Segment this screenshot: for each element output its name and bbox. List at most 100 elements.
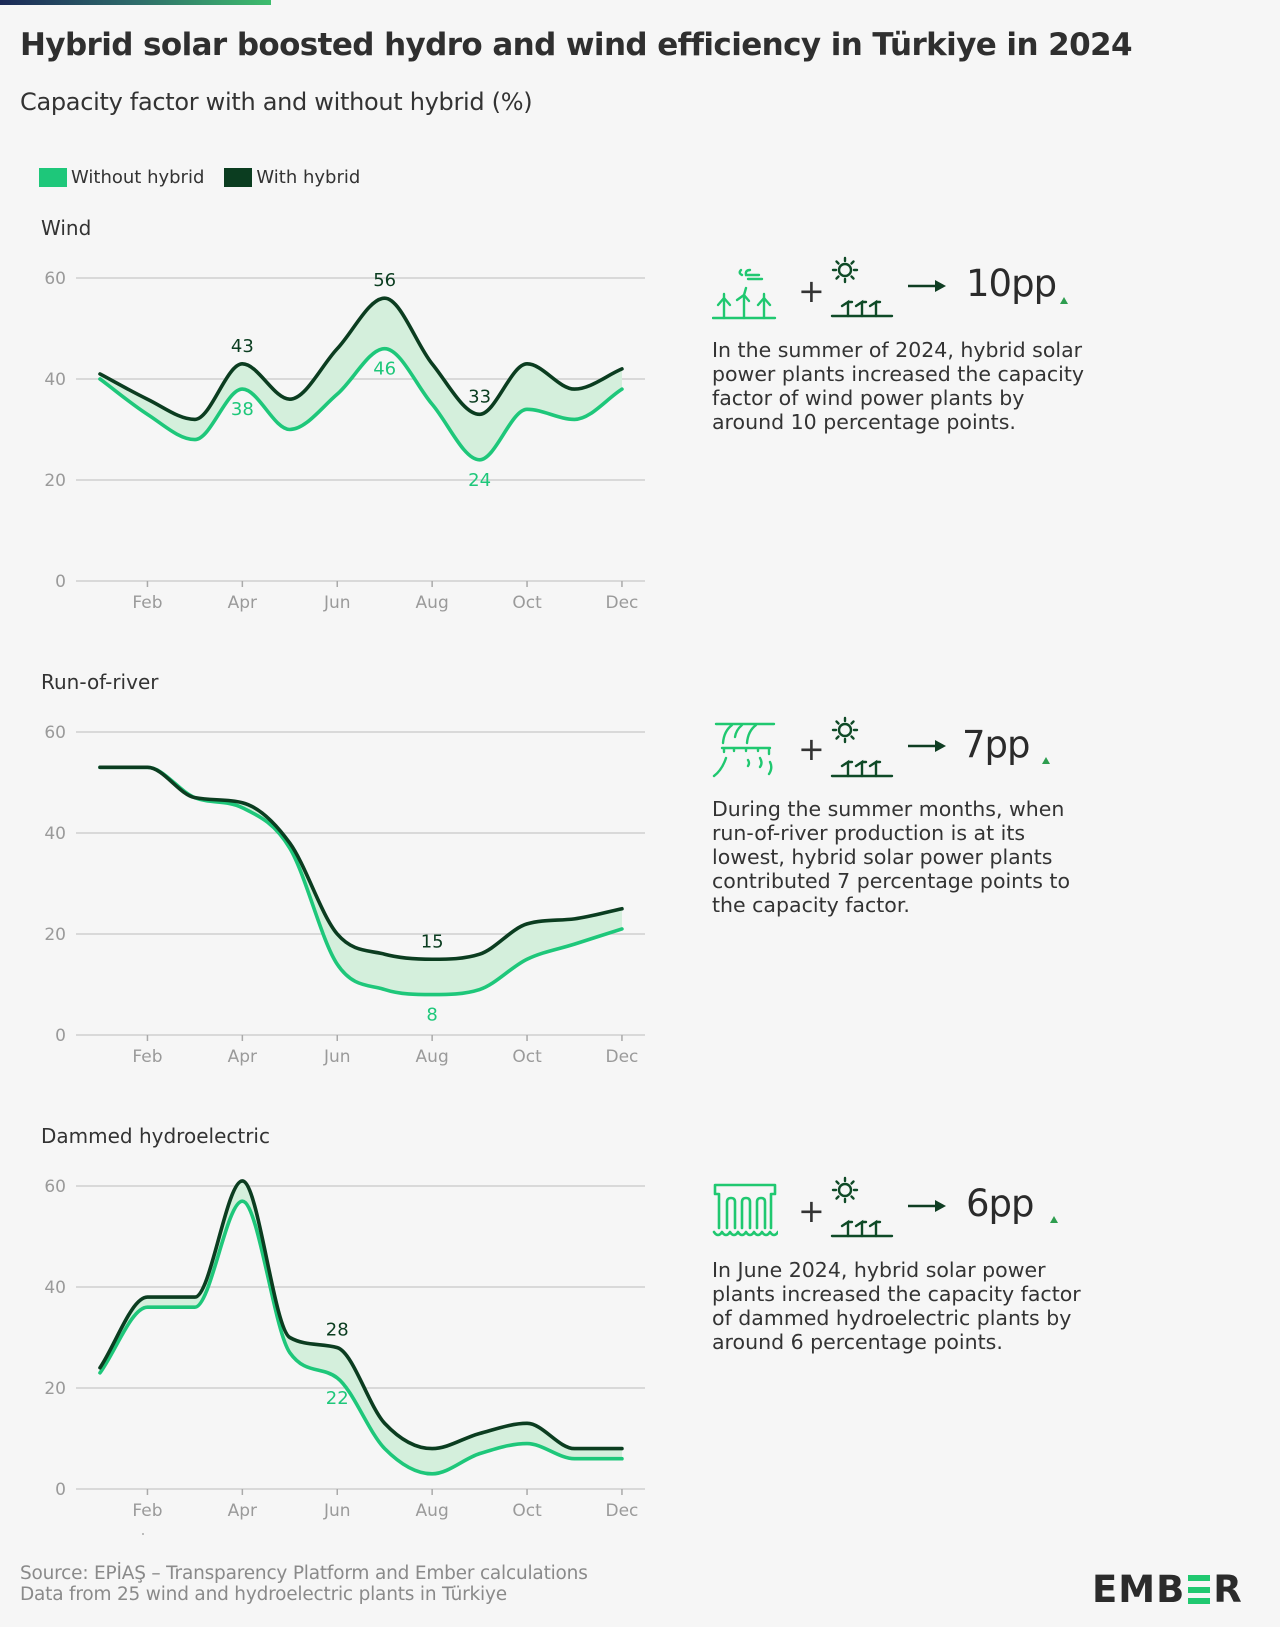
data-point-with-hybrid <box>383 1421 387 1425</box>
data-point-without-hybrid <box>478 458 482 462</box>
x-tick-label: Aug <box>416 1047 449 1067</box>
data-point-with-hybrid <box>430 362 434 366</box>
data-point-without-hybrid <box>240 806 244 810</box>
data-point-without-hybrid <box>240 387 244 391</box>
solar-panels-icon <box>830 1176 894 1238</box>
data-label: 24 <box>468 470 491 491</box>
data-point-without-hybrid <box>573 417 577 421</box>
plus-sign: + <box>798 1192 825 1230</box>
page-subtitle: Capacity factor with and without hybrid … <box>20 88 533 116</box>
plus-sign: + <box>798 272 825 310</box>
up-triangle-icon <box>1050 1216 1058 1223</box>
gain-value: 6pp <box>966 1182 1035 1225</box>
legend-swatch-without-hybrid <box>39 168 67 187</box>
data-label: 43 <box>231 336 254 357</box>
data-point-with-hybrid <box>288 841 292 845</box>
data-label: 22 <box>326 1388 349 1409</box>
data-point-with-hybrid <box>145 1295 149 1299</box>
top-accent-bar <box>0 0 271 5</box>
y-tick-label: 0 <box>55 1480 66 1500</box>
annotation-run-of-river: + 7pp During the summer months, when run… <box>712 716 1092 917</box>
x-tick-label: Feb <box>132 1047 162 1067</box>
gain-value: 7pp <box>962 723 1031 766</box>
data-point-with-hybrid <box>145 397 149 401</box>
data-point-without-hybrid <box>335 1376 339 1380</box>
panel-title-dammed-hydroelectric: Dammed hydroelectric <box>41 1124 270 1148</box>
wind-turbines-icon <box>712 268 777 320</box>
run-of-river-icon <box>712 722 776 778</box>
y-tick-label: 60 <box>44 1177 66 1197</box>
hybrid-gain-band <box>100 298 622 460</box>
logo-green-e <box>1188 1575 1211 1604</box>
x-tick-label: Oct <box>512 1501 542 1521</box>
legend-item-without-hybrid: Without hybrid <box>39 167 204 188</box>
data-note: Data from 25 wind and hydroelectric plan… <box>20 1584 507 1605</box>
y-tick-label: 60 <box>44 269 66 289</box>
data-point-without-hybrid <box>430 1472 434 1476</box>
data-point-with-hybrid <box>240 362 244 366</box>
y-tick-label: 20 <box>44 471 66 491</box>
data-point-with-hybrid <box>193 417 197 421</box>
y-tick-label: 40 <box>44 370 66 390</box>
data-point-with-hybrid <box>288 397 292 401</box>
data-point-without-hybrid <box>430 993 434 997</box>
data-point-with-hybrid <box>573 387 577 391</box>
data-point-with-hybrid <box>430 957 434 961</box>
legend-item-with-hybrid: With hybrid <box>224 167 360 188</box>
data-point-without-hybrid <box>383 988 387 992</box>
y-tick-label: 40 <box>44 1278 66 1298</box>
data-label: 15 <box>421 931 444 952</box>
data-point-with-hybrid <box>240 801 244 805</box>
data-point-without-hybrid <box>620 927 624 931</box>
gain-value: 10pp <box>966 262 1057 305</box>
annotation-wind: + 10pp In the summer of 2024, hybrid sol… <box>712 256 1092 434</box>
data-point-without-hybrid <box>288 1351 292 1355</box>
data-point-without-hybrid <box>525 407 529 411</box>
x-tick-label: Dec <box>605 1047 638 1067</box>
data-point-without-hybrid <box>193 438 197 442</box>
data-point-without-hybrid <box>335 962 339 966</box>
data-point-with-hybrid <box>193 796 197 800</box>
data-point-with-hybrid <box>430 1447 434 1451</box>
x-tick-label: Jun <box>323 593 351 613</box>
data-point-without-hybrid <box>620 387 624 391</box>
series-line-with-hybrid <box>98 765 624 962</box>
solar-panels-icon <box>830 716 894 778</box>
data-label: 38 <box>231 399 254 420</box>
data-label: 46 <box>373 359 396 380</box>
logo-text-left: EMB <box>1092 1568 1186 1611</box>
annotation-text: During the summer months, when run-of-ri… <box>712 797 1070 917</box>
data-label: 56 <box>373 270 396 291</box>
y-tick-label: 0 <box>55 572 66 592</box>
data-point-without-hybrid <box>478 988 482 992</box>
ember-logo: EMB R <box>1092 1568 1243 1611</box>
data-point-with-hybrid <box>240 1179 244 1183</box>
data-point-with-hybrid <box>383 952 387 956</box>
solar-panels-icon <box>830 256 894 318</box>
arrow-right-icon <box>908 1200 946 1212</box>
data-point-with-hybrid <box>525 1421 529 1425</box>
up-triangle-icon <box>1060 297 1068 304</box>
data-point-without-hybrid <box>525 957 529 961</box>
stray-dot <box>142 1533 144 1535</box>
data-point-without-hybrid <box>98 1371 102 1375</box>
x-tick-label: Dec <box>605 593 638 613</box>
source-note: Source: EPİAŞ – Transparency Platform an… <box>20 1563 588 1584</box>
data-point-with-hybrid <box>620 367 624 371</box>
legend-swatch-with-hybrid <box>224 168 253 187</box>
data-point-without-hybrid <box>478 1452 482 1456</box>
series-line-without-hybrid <box>98 1199 624 1476</box>
data-point-with-hybrid <box>620 1447 624 1451</box>
data-point-with-hybrid <box>98 765 102 769</box>
data-point-without-hybrid <box>288 428 292 432</box>
legend-label: With hybrid <box>256 167 361 188</box>
x-tick-label: Aug <box>416 1501 449 1521</box>
legend: Without hybrid With hybrid <box>39 167 380 188</box>
data-point-with-hybrid <box>525 922 529 926</box>
x-tick-label: Dec <box>605 1501 638 1521</box>
x-tick-label: Apr <box>228 1501 257 1521</box>
data-point-with-hybrid <box>478 952 482 956</box>
data-point-without-hybrid <box>573 1457 577 1461</box>
x-tick-label: Feb <box>132 593 162 613</box>
y-tick-label: 40 <box>44 824 66 844</box>
